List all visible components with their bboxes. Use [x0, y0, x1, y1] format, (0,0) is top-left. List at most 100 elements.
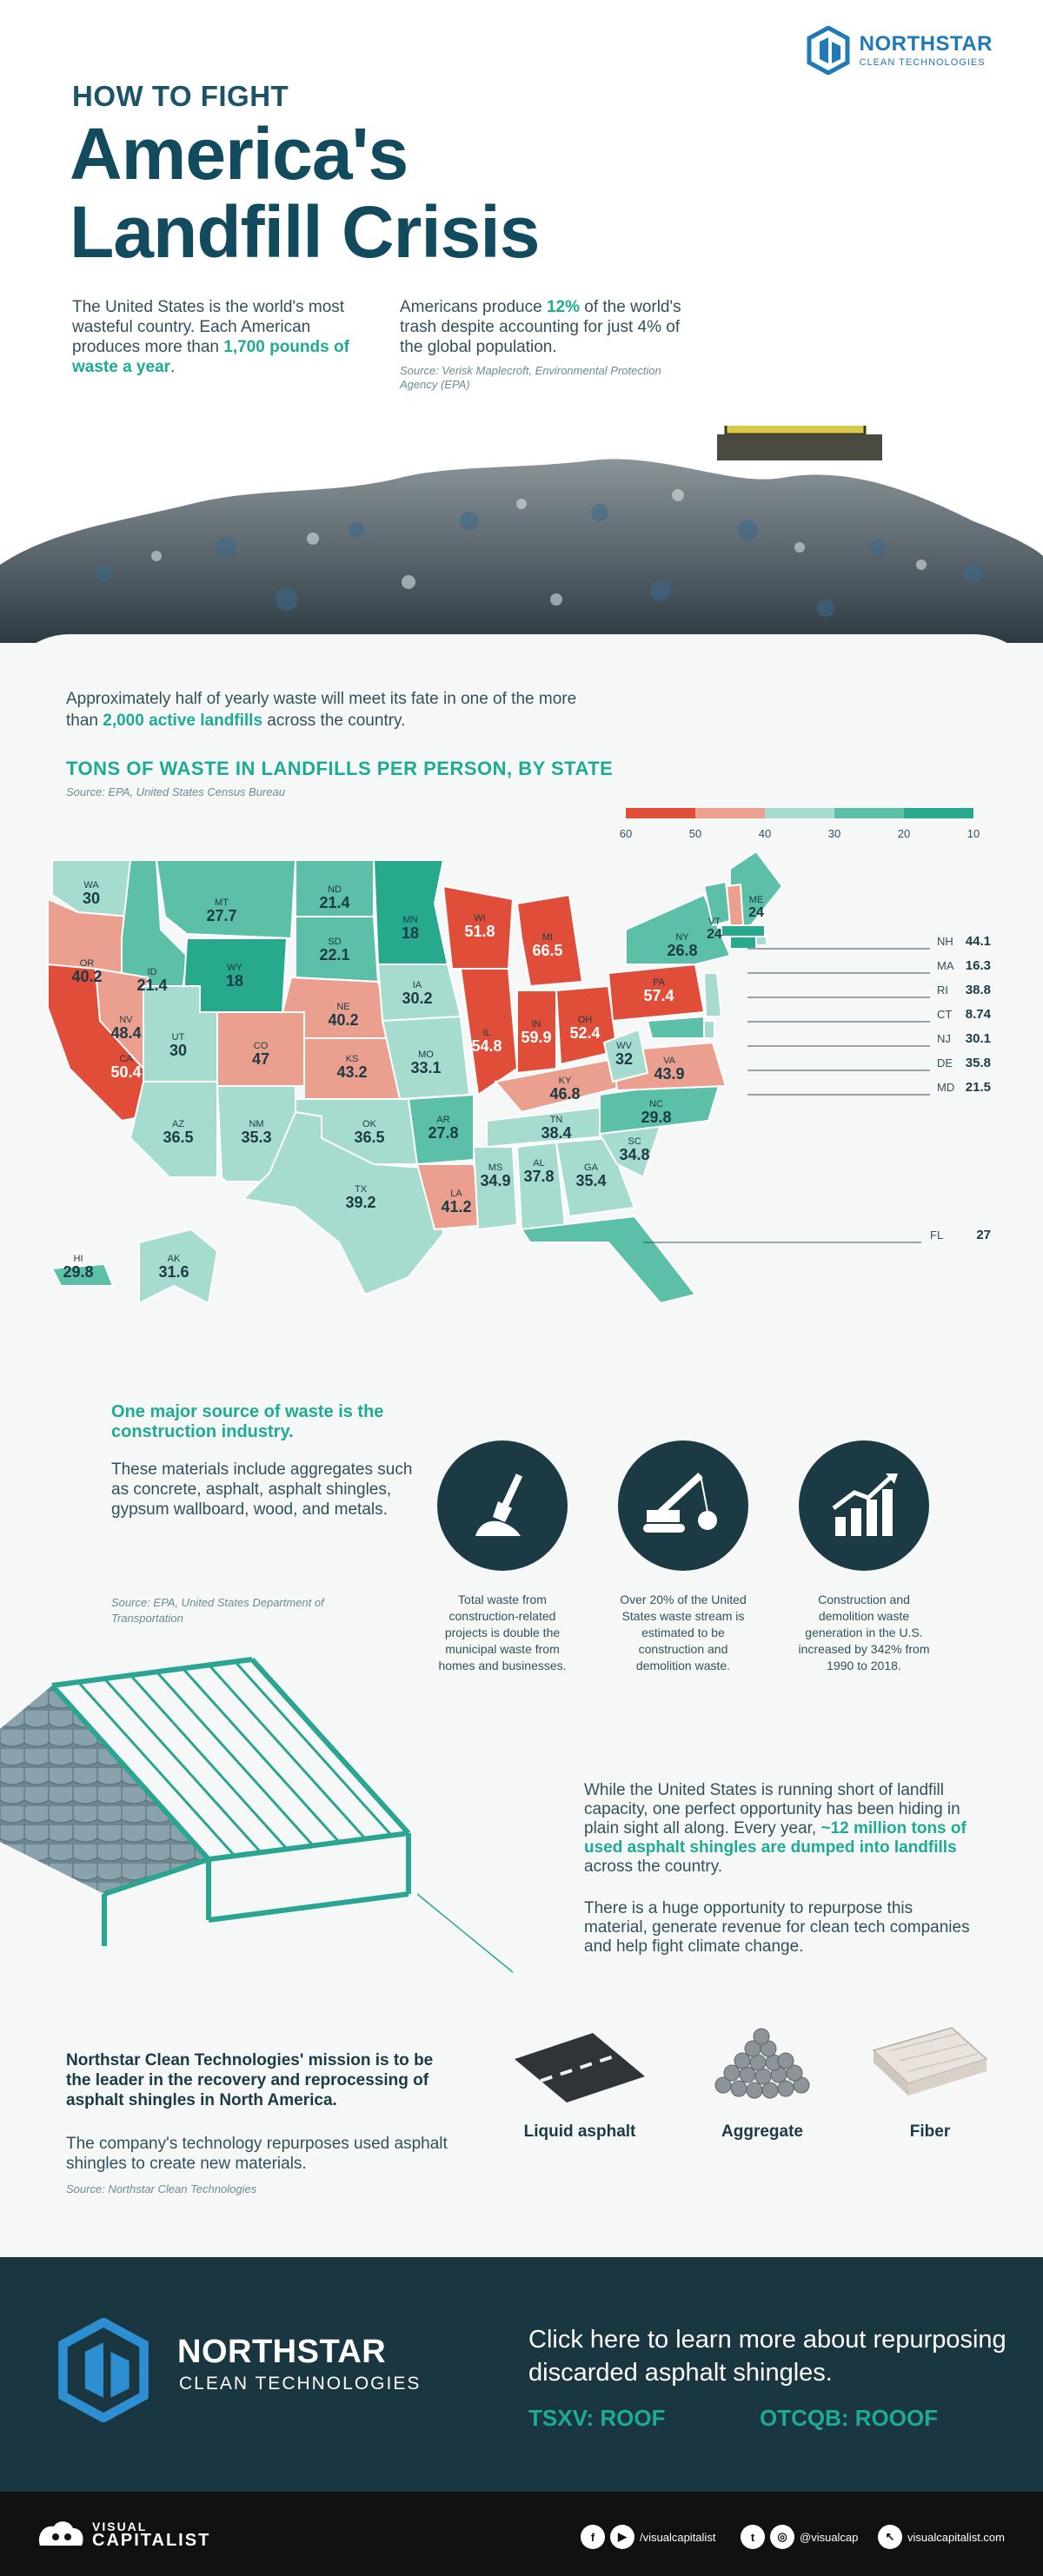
mission-statement: Northstar Clean Technologies' mission is… — [66, 2051, 434, 2109]
repurpose-text: The company's technology repurposes used… — [66, 2135, 448, 2173]
stat-text-2: Over 20% of the United States waste stre… — [620, 1593, 747, 1672]
website-link[interactable]: ↖ visualcapitalist.com — [878, 2525, 1005, 2549]
twitter-icon[interactable]: t — [741, 2525, 765, 2549]
construction-headline: One major source of waste is the constru… — [111, 1402, 384, 1441]
intro-right-text: Americans produce — [400, 298, 547, 316]
growth-chart-icon — [799, 1440, 929, 1571]
state-value: 40.2 — [71, 968, 102, 985]
legend-swatch — [904, 808, 973, 818]
state-abbr: OK — [362, 1119, 377, 1129]
state-value: 30 — [169, 1042, 187, 1059]
learn-more-link[interactable]: Click here to learn more about repurposi… — [528, 2326, 1006, 2387]
facebook-icon[interactable]: f — [581, 2525, 605, 2549]
northstar-logo[interactable]: NORTHSTAR CLEAN TECHNOLOGIES — [806, 26, 993, 75]
cursor-icon: ↖ — [878, 2525, 902, 2549]
logo-sub: CLEAN TECHNOLOGIES — [859, 56, 986, 68]
visual-capitalist-brand[interactable]: VISUAL CAPITALIST — [92, 2520, 210, 2549]
crane-icon — [618, 1440, 748, 1571]
us-state-map: 60 50 40 30 20 10 WA30OR40.2CA50.4ID21.4NV48.… — [47, 808, 992, 1305]
state-ak — [138, 1228, 219, 1305]
state-abbr: HI — [74, 1254, 83, 1264]
state-abbr: NC — [649, 1099, 663, 1109]
state-abbr: MD — [937, 1081, 954, 1094]
social-facebook-youtube[interactable]: f ▶ /visualcapitalist — [581, 2525, 715, 2549]
state-mn — [372, 859, 449, 965]
state-nh — [725, 883, 745, 926]
state-abbr: ND — [328, 884, 342, 895]
stat-text-3: Construction and demolition waste genera… — [798, 1593, 930, 1672]
state-shapes — [47, 850, 784, 1305]
state-abbr: TX — [355, 1184, 368, 1195]
state-abbr: CO — [254, 1041, 269, 1051]
state-ct — [729, 936, 757, 950]
state-abbr: MT — [215, 897, 229, 908]
state-abbr: SC — [628, 1136, 641, 1147]
footer-cta[interactable]: NORTHSTAR CLEAN TECHNOLOGIES Click here … — [0, 2257, 1043, 2492]
state-abbr: WV — [616, 1041, 632, 1051]
state-value: 38.4 — [541, 1124, 571, 1142]
website-url: visualcapitalist.com — [907, 2530, 1005, 2544]
material-label-2: Aggregate — [721, 2122, 803, 2141]
bulldozer-icon — [717, 426, 882, 460]
state-abbr: PA — [653, 977, 666, 988]
intro-left-text: The United States is the world's most wa… — [72, 298, 345, 356]
title-line-1: America's — [70, 113, 409, 195]
state-value: 30.2 — [402, 990, 432, 1007]
legend-tick: 50 — [689, 827, 701, 840]
state-ma — [721, 924, 766, 937]
state-value: 54.8 — [471, 1037, 502, 1055]
visual-capitalist-bar: VISUAL CAPITALIST f ▶ /visualcapitalist … — [0, 2492, 1043, 2576]
state-value: 40.2 — [328, 1011, 358, 1029]
state-value: 31.6 — [158, 1263, 189, 1281]
state-abbr: ID — [148, 967, 157, 977]
aggregate-icon — [714, 2028, 810, 2099]
state-abbr: WY — [227, 963, 242, 973]
intro-right: Americans produce 12% of the world's tra… — [400, 297, 695, 392]
material-label-1: Liquid asphalt — [523, 2122, 636, 2141]
state-value: 24 — [748, 905, 764, 920]
state-fl — [520, 1215, 697, 1305]
state-in — [516, 990, 557, 1075]
state-abbr: IA — [413, 980, 422, 990]
material-label-3: Fiber — [909, 2122, 951, 2141]
state-abbr: KS — [346, 1054, 359, 1064]
state-hi — [50, 1262, 115, 1287]
state-value: 50.4 — [110, 1063, 141, 1081]
state-value: 43.9 — [654, 1065, 684, 1083]
state-value: 37.8 — [523, 1168, 554, 1185]
state-abbr: OH — [578, 1015, 593, 1025]
state-value: 48.4 — [110, 1024, 141, 1042]
construction-materials: These materials include aggregates such … — [111, 1460, 413, 1519]
tsxv-ticker: TSXV: ROOF — [528, 2405, 666, 2431]
state-labels: WA30OR40.2CA50.4ID21.4NV48.4MT27.7WY18UT… — [63, 880, 991, 1281]
instagram-icon[interactable]: ◎ — [770, 2525, 794, 2549]
state-abbr: IL — [482, 1028, 490, 1038]
hero-section: NORTHSTAR CLEAN TECHNOLOGIES HOW TO FIGH… — [0, 0, 1043, 643]
map-title: TONS OF WASTE IN LANDFILLS PER PERSON, B… — [66, 758, 614, 779]
state-value: 18 — [226, 972, 243, 990]
state-value: 24 — [707, 927, 722, 942]
state-nj — [702, 972, 723, 1017]
intro-source: Source: Verisk Maplecroft, Environmental… — [400, 364, 661, 391]
title-line-2: Landfill Crisis — [70, 191, 540, 273]
intro-right-highlight: 12% — [546, 298, 580, 316]
state-abbr: WI — [474, 913, 485, 924]
state-abbr: MS — [488, 1162, 503, 1173]
state-value: 8.74 — [966, 1007, 992, 1022]
state-abbr: MA — [937, 959, 954, 972]
state-value: 52.4 — [569, 1024, 600, 1042]
youtube-icon[interactable]: ▶ — [610, 2525, 634, 2549]
color-legend: 60 50 40 30 20 10 — [620, 808, 980, 840]
otcqb-ticker: OTCQB: ROOOF — [760, 2405, 939, 2431]
state-abbr: CT — [937, 1008, 952, 1021]
social-twitter-instagram[interactable]: t ◎ @visualcap — [741, 2525, 858, 2549]
material-aggregate: Aggregate — [688, 2016, 836, 2142]
state-abbr: NE — [336, 1002, 349, 1012]
northstar-footer-logo-icon — [58, 2318, 149, 2422]
state-value: 27.7 — [206, 907, 236, 924]
state-value: 39.2 — [345, 1194, 375, 1211]
state-value: 21.4 — [319, 894, 349, 911]
state-abbr: AZ — [172, 1119, 184, 1129]
footer-brand-sub: CLEAN TECHNOLOGIES — [179, 2374, 422, 2394]
state-abbr: MI — [542, 932, 553, 943]
